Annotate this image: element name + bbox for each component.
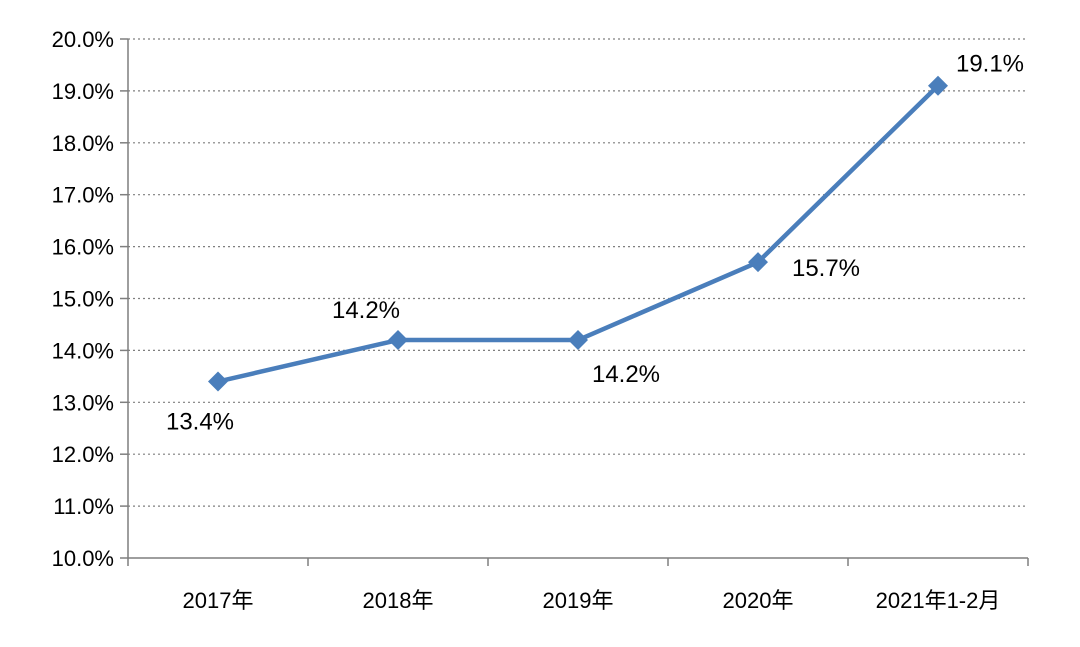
x-tick-labels: 2017年 2018年 2019年 2020年 2021年1-2月 [183,588,1001,613]
data-point-marker [388,330,408,351]
y-tick-label: 12.0% [52,442,114,467]
data-point-marker [928,75,948,96]
y-tick-labels: 10.0% 11.0% 12.0% 13.0% 14.0% 15.0% 16.0% 17.0%… [52,27,114,571]
y-tick-label: 16.0% [52,235,114,260]
y-tick-label: 20.0% [52,27,114,52]
y-tick-label: 17.0% [52,183,114,208]
data-point-marker [568,330,588,351]
data-point-marker [208,371,228,392]
y-tick-label: 15.0% [52,287,114,312]
y-tick-label: 19.0% [52,79,114,104]
gridlines [128,38,1028,507]
data-label: 14.2% [592,361,660,388]
data-label: 14.2% [332,297,400,324]
series [208,75,948,392]
data-label: 13.4% [166,409,234,436]
y-tick-label: 18.0% [52,131,114,156]
data-label: 15.7% [792,255,860,282]
y-tick-label: 10.0% [52,546,114,571]
x-tick-label: 2020年 [723,588,794,613]
axes [120,38,1029,566]
x-tick-label: 2019年 [543,588,614,613]
y-tick-label: 13.0% [52,390,114,415]
data-label: 19.1% [956,51,1024,78]
x-tick-label: 2018年 [363,588,434,613]
x-tick-label: 2021年1-2月 [876,588,1001,613]
data-point-marker [748,252,768,273]
y-tick-label: 11.0% [53,494,114,519]
y-tick-label: 14.0% [52,338,114,363]
data-labels: 13.4% 14.2% 14.2% 15.7% 19.1% [166,51,1024,436]
x-tick-label: 2017年 [183,588,254,613]
